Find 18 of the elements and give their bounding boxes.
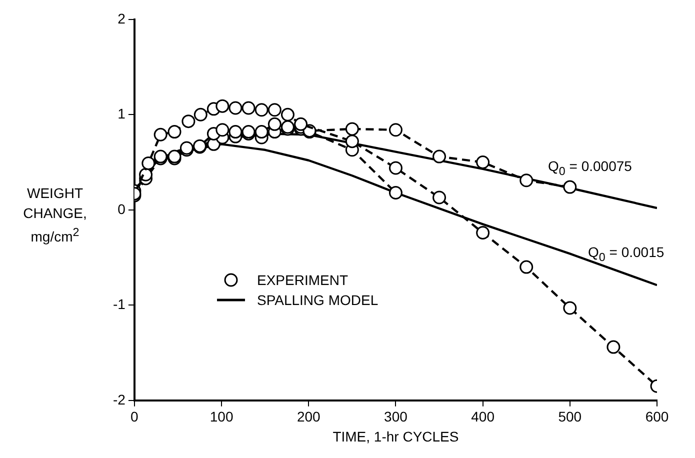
x-axis-title: TIME, 1-hr CYCLES [332, 428, 459, 444]
annotation: Q$_{0}$ = 0.00075 [548, 158, 632, 178]
y-tick-label: -1 [112, 296, 126, 312]
x-tick-label: 100 [210, 408, 234, 425]
y-tick-label: -2 [112, 391, 126, 408]
x-tick-label: 500 [558, 408, 582, 425]
y-tick-label: 0 [118, 200, 126, 217]
x-tick-label: 400 [471, 408, 495, 425]
legend-label: SPALLING MODEL [257, 292, 378, 308]
y-axis-title: WEIGHT CHANGE, mg/cm$^{2}$ [22, 184, 88, 247]
x-tick-label: 200 [296, 408, 321, 425]
x-tick-label: 300 [384, 408, 408, 425]
y-tick-label: 2 [118, 10, 126, 26]
annotation: Q$_{0}$ = 0.0015 [588, 244, 664, 264]
legend-label: EXPERIMENT [257, 272, 348, 288]
x-tick-label: 600 [645, 408, 669, 425]
x-tick-label: 0 [130, 408, 139, 425]
y-tick-label: 1 [118, 106, 126, 122]
